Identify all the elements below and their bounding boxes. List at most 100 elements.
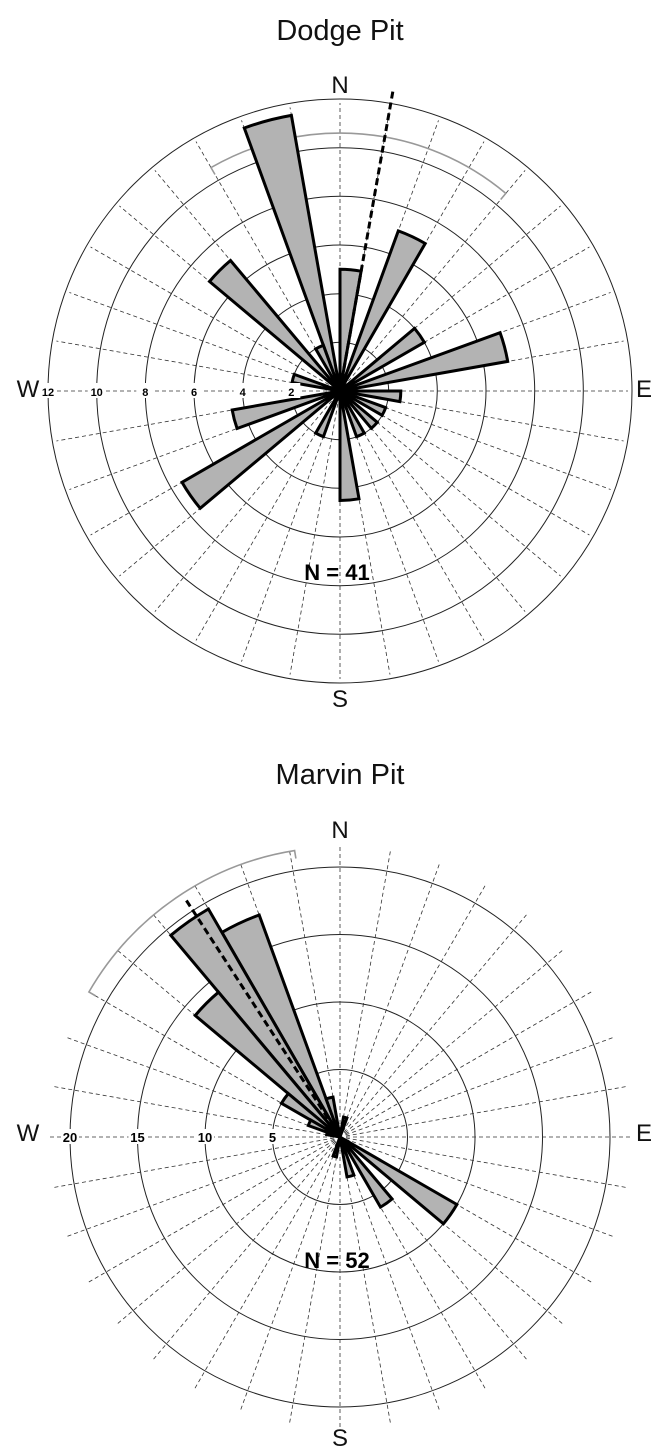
grid-spoke [90, 246, 335, 389]
grid-spoke [343, 395, 526, 612]
tick-label-bg [61, 1129, 79, 1144]
rose-petal [338, 390, 367, 439]
grid-spoke [343, 1141, 529, 1361]
sample-count-label: N = 41 [304, 560, 369, 585]
radial-tick-label: 20 [63, 1130, 77, 1145]
grid-spoke [288, 849, 340, 1132]
grid-spoke [345, 391, 624, 442]
tick-label-bg [136, 383, 155, 398]
grid-spoke [288, 1142, 340, 1425]
grid-spoke [343, 913, 529, 1133]
grid-spoke [341, 396, 439, 662]
mean-direction [338, 90, 395, 392]
grid-spoke [69, 392, 335, 490]
grid-spoke [345, 246, 590, 389]
direction-label-e: E [636, 1120, 652, 1147]
grid-spoke [65, 1036, 335, 1136]
grid-spoke [86, 990, 335, 1135]
grid-spoke [52, 1085, 335, 1137]
grid-spoke [344, 394, 561, 577]
chart-title: Dodge Pit [276, 15, 403, 47]
grid-spoke [241, 396, 339, 662]
mean-direction-line [185, 899, 342, 1138]
rose-petal [339, 389, 403, 404]
grid-spoke [340, 1142, 392, 1425]
radial-tick-label: 6 [191, 387, 197, 399]
direction-label-s: S [332, 1425, 348, 1452]
direction-label-s: S [332, 686, 348, 713]
rose-petal [338, 1115, 349, 1138]
rose-chart-marvin-pit: Marvin Pit 5 10 15 20 N E S W N = 52 [17, 759, 652, 1452]
rose-petal [179, 389, 341, 511]
sample-count-label: N = 52 [304, 1248, 369, 1273]
grid-spoke [342, 396, 485, 641]
confidence-arc [209, 132, 507, 201]
grid-spoke [345, 393, 590, 536]
direction-label-w: W [17, 376, 40, 403]
tick-label-bg [282, 383, 301, 398]
grid-spoke [345, 1085, 628, 1137]
radial-tick-label: 12 [42, 387, 54, 399]
grid-spoke [56, 340, 335, 391]
grid-spoke [52, 1137, 335, 1189]
chart-title: Marvin Pit [276, 759, 405, 791]
tick-label-bg [185, 383, 203, 398]
grid-spoke [345, 1137, 628, 1189]
tick-label-bg [128, 1129, 147, 1144]
grid-spoke [344, 1140, 564, 1326]
confidence-arc [87, 849, 297, 997]
grid-spoke [193, 1142, 338, 1391]
grid-spoke [86, 1139, 335, 1284]
grid-spoke [195, 141, 338, 386]
rose-petal [290, 372, 341, 393]
grid-spoke [345, 1139, 594, 1284]
grid-spoke [345, 1138, 615, 1238]
grid-spoke [340, 849, 392, 1132]
rose-petal [242, 113, 342, 392]
grid-spoke [239, 1142, 339, 1412]
grid-spoke [65, 1138, 335, 1238]
grid-spoke [344, 948, 564, 1134]
grid-spoke [345, 990, 594, 1135]
direction-label-w: W [17, 1120, 40, 1147]
petals [179, 113, 510, 511]
rose-petal [168, 906, 342, 1138]
grid-spoke [56, 391, 335, 442]
grid-spoke [289, 396, 340, 675]
tick-label-bg [263, 1129, 282, 1144]
rose-petal [324, 1130, 341, 1139]
rose-petal [338, 1136, 356, 1179]
rose-petal [338, 390, 361, 503]
mean-direction-line [338, 90, 395, 392]
petals [168, 906, 459, 1226]
grid-spoke [342, 883, 487, 1132]
rose-petal [338, 389, 380, 431]
grid-spoke [151, 1141, 337, 1361]
confidence-arc-path [209, 132, 507, 201]
radial-tick-label: 8 [142, 387, 148, 399]
grid-spoke [342, 1142, 487, 1391]
rose-petal [230, 389, 341, 431]
tick-label-bg [87, 383, 106, 398]
grid-spoke [195, 396, 338, 641]
rose-petal [339, 330, 510, 393]
rose-chart-dodge-pit: Dodge Pit 2 4 6 8 10 12 N E S W N = 41 [17, 15, 652, 713]
direction-label-n: N [331, 72, 348, 99]
grid-spoke [345, 1036, 615, 1136]
mean-direction [185, 899, 342, 1138]
direction-label-n: N [331, 817, 348, 844]
grid-spoke [344, 205, 561, 388]
confidence-arc-path [87, 849, 297, 997]
radial-tick-label: 5 [269, 1130, 276, 1145]
grid-spoke [345, 392, 611, 490]
radial-tick-label: 10 [198, 1130, 212, 1145]
radial-tick-label: 2 [288, 387, 294, 399]
tick-label-bg [39, 383, 57, 398]
rose-petal [339, 326, 427, 393]
rose-petal [313, 390, 342, 439]
radial-tick-label: 15 [130, 1130, 144, 1145]
grid-spoke [343, 170, 526, 387]
grid-spoke [341, 862, 441, 1132]
grid-spoke [69, 292, 335, 390]
grid-spoke [116, 1140, 336, 1326]
